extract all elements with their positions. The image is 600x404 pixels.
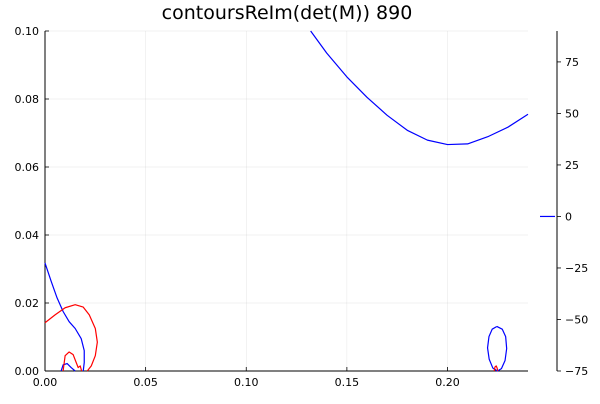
grid-layer: [44, 30, 528, 372]
x-tick-label: 0.20: [435, 376, 460, 389]
y-tick-label: 0.06: [15, 161, 40, 174]
contour-line: [62, 351, 83, 372]
chart-title: contoursReIm(det(M)) 890: [162, 2, 413, 24]
colorbar-tick-label: 50: [565, 107, 579, 120]
y-tick-label: 0.10: [15, 25, 40, 38]
colorbar-tick-label: 25: [565, 159, 579, 172]
y-tick-label: 0.02: [15, 297, 40, 310]
contour-line: [44, 304, 98, 372]
colorbar-tick-label: 75: [565, 56, 579, 69]
series-layer: [44, 30, 529, 372]
colorbar-tick-label: 0: [565, 210, 572, 223]
contour-line: [60, 362, 76, 372]
y-tick-label: 0.04: [15, 229, 40, 242]
colorbar-tick-label: −75: [565, 365, 588, 378]
axes-layer: 0.00 0.05 0.10 0.15 0.20 0.00 0.02 0.04 0.06 0.08…: [15, 25, 528, 389]
y-tick-label: 0.00: [15, 365, 40, 378]
colorbar-tick-label: −25: [565, 262, 588, 275]
x-tick-label: 0.05: [133, 376, 158, 389]
colorbar-tick-label: −50: [565, 313, 588, 326]
contour-line: [310, 30, 529, 146]
contour-line: [486, 325, 508, 372]
colorbar: 75 50 25 0 −25 −50 −75: [540, 31, 588, 378]
x-tick-label: 0.15: [335, 376, 360, 389]
contour-line: [493, 365, 499, 372]
contour-line: [44, 262, 85, 372]
x-tick-label: 0.00: [33, 376, 58, 389]
y-tick-label: 0.08: [15, 93, 40, 106]
x-tick-label: 0.10: [234, 376, 259, 389]
